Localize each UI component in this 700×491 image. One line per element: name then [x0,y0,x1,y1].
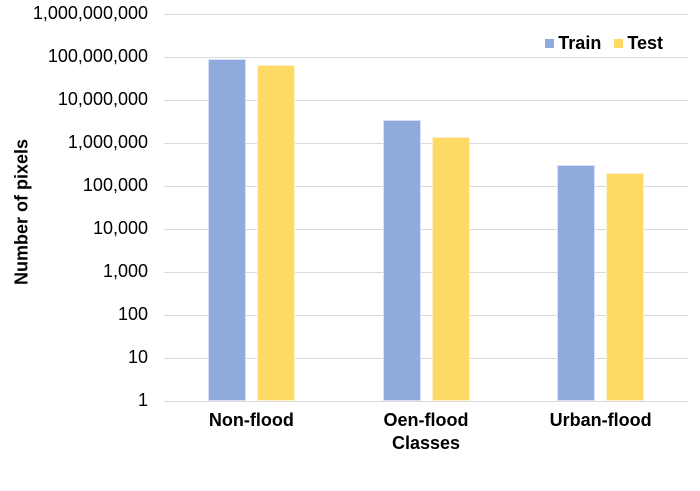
legend: Train Test [545,33,663,54]
gridline [164,315,688,316]
plot-area [164,14,688,402]
gridline [164,272,688,273]
y-tick-label: 100,000,000 [47,46,148,66]
bar-train-urban-flood [557,165,596,401]
gridline [164,186,688,187]
y-tick-label: 10,000,000 [57,89,148,109]
bar-test-non-flood [256,65,295,401]
bar-test-oen-flood [431,136,470,401]
y-tick-label: 1 [137,390,148,410]
bar-test-urban-flood [606,173,645,401]
y-tick-label: 1,000 [102,261,148,281]
legend-label-test: Test [627,33,663,53]
gridline [164,401,688,402]
legend-item-test: Test [614,33,663,54]
y-tick-label: 10,000 [92,218,148,238]
legend-item-train: Train [545,33,601,54]
legend-label-train: Train [558,33,602,53]
bar-train-non-flood [207,58,246,401]
category-label-urban-flood: Urban-flood [549,410,652,430]
bar-train-oen-flood [382,119,421,401]
x-axis-title: Classes [391,433,461,453]
gridline [164,229,688,230]
gridline [164,358,688,359]
train-swatch-icon [545,39,555,48]
gridline [164,14,688,15]
y-tick-label: 10 [127,347,148,367]
y-tick-label: 100 [117,304,148,324]
y-tick-label: 100,000 [82,175,148,195]
y-tick-label: 1,000,000,000 [32,3,148,23]
gridline [164,100,688,101]
gridline [164,143,688,144]
test-swatch-icon [614,39,624,48]
category-label-oen-flood: Oen-flood [383,410,469,430]
y-tick-label: 1,000,000 [67,132,148,152]
category-label-non-flood: Non-flood [208,410,294,430]
gridline [164,57,688,58]
